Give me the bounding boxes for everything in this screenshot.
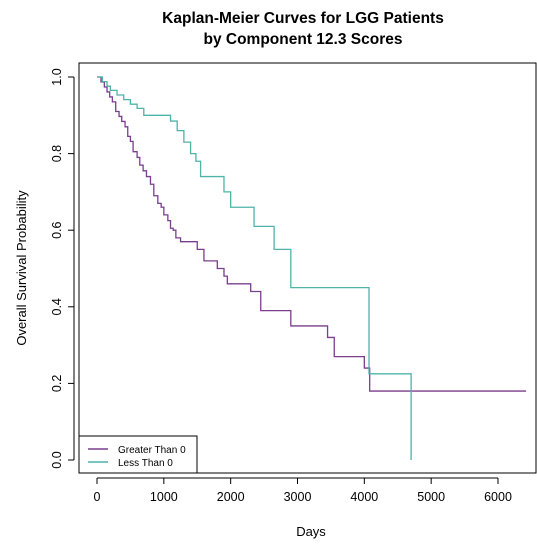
y-tick-label: 0.0 [50,451,64,468]
x-tick-label: 0 [94,490,101,504]
legend: Greater Than 0 Less Than 0 [78,435,198,474]
x-tick-label: 3000 [284,490,312,504]
plot-frame [78,62,537,474]
x-axis-label: Days [296,524,326,539]
x-tick-label: 4000 [350,490,378,504]
x-tick-label: 2000 [217,490,245,504]
x-tick-label: 6000 [484,490,512,504]
x-tick-label: 5000 [417,490,445,504]
y-tick-label: 0.6 [50,221,64,238]
x-tick-label: 1000 [150,490,178,504]
y-tick-label: 0.4 [50,298,64,315]
km-curve-greater-than-0 [97,76,527,392]
y-axis-label: Overall Survival Probability [14,190,29,346]
y-tick-label: 1.0 [50,68,64,85]
legend-box [78,435,198,474]
y-tick-label: 0.8 [50,145,64,162]
legend-label-greater-than-0: Greater Than 0 [118,445,186,456]
y-tick-label: 0.2 [50,375,64,392]
survival-curves [97,76,527,460]
y-axis: 0.0 0.2 0.4 0.6 0.8 1.0 [50,68,75,469]
km-curve-less-than-0 [97,76,412,460]
chart-title-line-2: by Component 12.3 Scores [204,31,403,48]
x-axis: 0 1000 2000 3000 4000 5000 6000 [94,477,512,504]
chart-title-line-1: Kaplan-Meier Curves for LGG Patients [162,10,444,27]
legend-label-less-than-0: Less Than 0 [118,458,173,469]
